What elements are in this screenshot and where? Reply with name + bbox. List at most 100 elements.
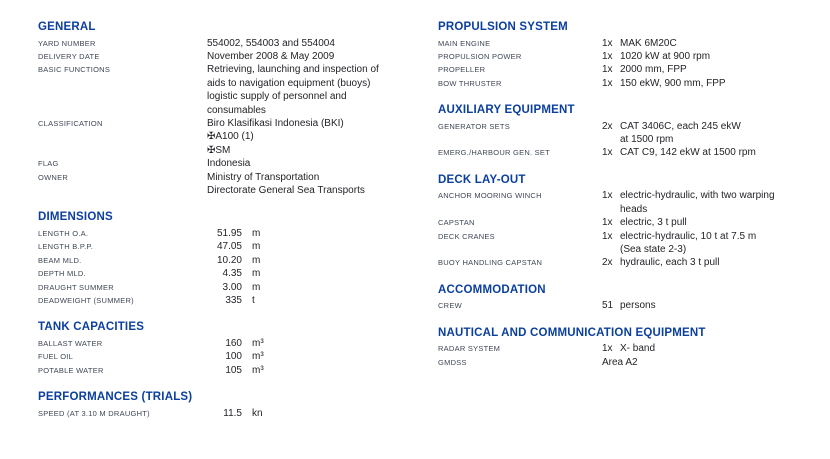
row-label: PROPULSION POWER	[438, 51, 522, 61]
row-value-number: 47.05	[216, 241, 242, 253]
section-title: ACCOMMODATION	[438, 283, 546, 296]
row-potable-water: POTABLE WATER 105 m³	[38, 364, 410, 377]
row-value: CAT C9, 142 ekW at 1500 rpm	[620, 146, 828, 159]
row-value-number: 335	[225, 294, 242, 306]
row-flag: FLAG Indonesia	[38, 157, 410, 170]
row-value: Indonesia	[207, 157, 410, 170]
row-label: SPEED (AT 3.10 M DRAUGHT)	[38, 408, 150, 418]
row-crew: CREW 51 persons	[438, 299, 828, 312]
value-line: ✠A100 (1)	[207, 131, 254, 143]
row-deck-cranes: DECK CRANES 1x electric-hydraulic, 10 t …	[438, 230, 828, 257]
section-title: DIMENSIONS	[38, 211, 113, 224]
row-value: November 2008 & May 2009	[207, 50, 410, 63]
value-line: MAK 6M20C	[620, 37, 677, 49]
row-label: BEAM MLD.	[38, 255, 82, 265]
value-line: electric-hydraulic, 10 t at 7.5 m	[620, 230, 757, 242]
section-title: AUXILIARY EQUIPMENT	[438, 104, 575, 117]
section-accommodation: ACCOMMODATION CREW 51 persons	[438, 283, 828, 313]
value-line: ✠SM	[207, 144, 231, 156]
row-value-number: 160	[225, 337, 242, 349]
value-line: aids to navigation equipment (buoys)	[207, 77, 371, 89]
section-general: GENERAL YARD NUMBER 554002, 554003 and 5…	[38, 20, 410, 197]
row-value-unit: m	[252, 241, 261, 253]
value-line: 2000 mm, FPP	[620, 64, 687, 76]
row-value-number: 51.95	[216, 227, 242, 239]
row-label: LENGTH O.A.	[38, 228, 89, 238]
row-value-unit: m	[252, 254, 261, 266]
row-value: persons	[620, 299, 828, 312]
value-line: November 2008 & May 2009	[207, 50, 335, 62]
row-quantity: 1x	[602, 77, 613, 89]
section-title: TANK CAPACITIES	[38, 321, 145, 334]
row-value: Ministry of Transportation Directorate Ge…	[207, 171, 410, 198]
row-label: BOW THRUSTER	[438, 78, 502, 88]
row-quantity: 1x	[602, 343, 613, 355]
row-label: OWNER	[38, 172, 68, 182]
section-title: PERFORMANCES (TRIALS)	[38, 391, 193, 404]
row-value-unit: m³	[252, 337, 264, 349]
row-owner: OWNER Ministry of Transportation Director…	[38, 171, 410, 198]
value-line: 150 ekW, 900 mm, FPP	[620, 77, 726, 89]
value-line: at 1500 rpm	[620, 134, 674, 146]
row-gmdss: GMDSS Area A2	[438, 356, 828, 369]
row-label: ANCHOR MOORING WINCH	[438, 191, 542, 201]
section-rows: SPEED (AT 3.10 M DRAUGHT) 11.5 kn	[38, 407, 410, 420]
row-value-unit: t	[252, 294, 255, 306]
value-line: CAT 3406C, each 245 ekW	[620, 120, 741, 132]
value-line: persons	[620, 300, 656, 312]
section-rows: BALLAST WATER 160 m³ FUEL OIL 100 m³ POT…	[38, 337, 410, 377]
row-speed-at-3-10-m-draught: SPEED (AT 3.10 M DRAUGHT) 11.5 kn	[38, 407, 410, 420]
row-label: DECK CRANES	[438, 231, 495, 241]
row-quantity: 2x	[602, 120, 613, 132]
row-label: GMDSS	[438, 357, 467, 367]
row-label: CLASSIFICATION	[38, 118, 103, 128]
row-capstan: CAPSTAN 1x electric, 3 t pull	[438, 216, 828, 229]
value-line: heads	[620, 203, 648, 215]
section-title: NAUTICAL AND COMMUNICATION EQUIPMENT	[438, 326, 706, 339]
value-line: 554002, 554003 and 554004	[207, 37, 335, 49]
value-line: CAT C9, 142 ekW at 1500 rpm	[620, 147, 756, 159]
value-line: Area A2	[602, 356, 638, 368]
row-quantity: 51	[602, 300, 614, 312]
row-quantity: 1x	[602, 230, 613, 242]
row-value: 2000 mm, FPP	[620, 63, 828, 76]
row-propulsion-power: PROPULSION POWER 1x 1020 kW at 900 rpm	[438, 50, 828, 63]
row-draught-summer: DRAUGHT SUMMER 3.00 m	[38, 281, 410, 294]
row-quantity: 1x	[602, 217, 613, 229]
row-value-number: 105	[225, 364, 242, 376]
section-rows: MAIN ENGINE 1x MAK 6M20C PROPULSION POWE…	[438, 37, 828, 91]
row-value-number: 4.35	[222, 268, 242, 280]
row-beam-mld: BEAM MLD. 10.20 m	[38, 254, 410, 267]
row-value: electric, 3 t pull	[620, 216, 828, 229]
section-rows: YARD NUMBER 554002, 554003 and 554004 DE…	[38, 37, 410, 198]
row-label: YARD NUMBER	[38, 38, 96, 48]
row-quantity: 1x	[602, 190, 613, 202]
row-label: DELIVERY DATE	[38, 51, 100, 61]
row-quantity: 1x	[602, 50, 613, 62]
row-value-number: 100	[225, 351, 242, 363]
row-yard-number: YARD NUMBER 554002, 554003 and 554004	[38, 37, 410, 50]
row-value: Area A2	[602, 356, 828, 369]
section-dimensions: DIMENSIONS LENGTH O.A. 51.95 m LENGTH B.…	[38, 210, 410, 307]
section-auxiliary-equipment: AUXILIARY EQUIPMENT GENERATOR SETS 2x CA…	[438, 103, 828, 160]
value-line: Retrieving, launching and inspection of	[207, 64, 379, 76]
row-value: X- band	[620, 342, 828, 355]
row-quantity: 1x	[602, 147, 613, 159]
row-value-number: 3.00	[222, 281, 242, 293]
row-length-b-p-p: LENGTH B.P.P. 47.05 m	[38, 240, 410, 253]
row-label: BALLAST WATER	[38, 338, 103, 348]
row-label: LENGTH B.P.P.	[38, 242, 94, 252]
section-rows: CREW 51 persons	[438, 299, 828, 312]
value-line: consumables	[207, 104, 266, 116]
section-propulsion-system: PROPULSION SYSTEM MAIN ENGINE 1x MAK 6M2…	[438, 20, 828, 90]
row-value: 150 ekW, 900 mm, FPP	[620, 77, 828, 90]
section-title: DECK LAY-OUT	[438, 173, 526, 186]
value-line: logistic supply of personnel and	[207, 91, 347, 103]
row-quantity: 1x	[602, 64, 613, 76]
section-rows: ANCHOR MOORING WINCH 1x electric-hydraul…	[438, 189, 828, 269]
value-line: (Sea state 2-3)	[620, 243, 687, 255]
section-title: GENERAL	[38, 21, 96, 33]
row-buoy-handling-capstan: BUOY HANDLING CAPSTAN 2x hydraulic, each…	[438, 256, 828, 269]
row-value: electric-hydraulic, 10 t at 7.5 m (Sea st…	[620, 230, 828, 257]
row-generator-sets: GENERATOR SETS 2x CAT 3406C, each 245 ek…	[438, 120, 828, 147]
